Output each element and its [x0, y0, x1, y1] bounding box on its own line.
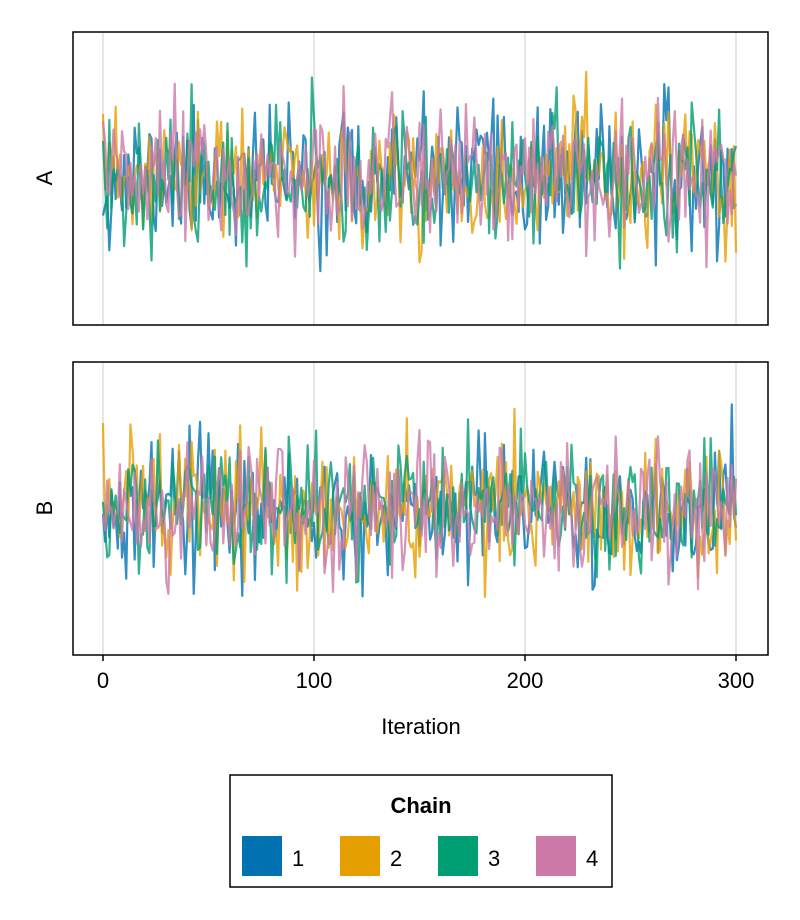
legend-items: 1 2 3 4 — [242, 836, 598, 876]
legend-label-3: 3 — [488, 846, 500, 871]
legend-swatch-3 — [438, 836, 478, 876]
panel-a-trace-chain-4 — [101, 82, 738, 269]
legend-title: Chain — [390, 793, 451, 818]
panel-a-trace-lines — [101, 70, 738, 273]
panel-b-ylabel: B — [32, 501, 57, 516]
panel-a: A — [32, 31, 769, 326]
panel-b-trace-lines — [101, 403, 738, 599]
legend-swatch-2 — [340, 836, 380, 876]
legend-swatch-4 — [536, 836, 576, 876]
panel-b: B — [32, 361, 769, 656]
x-axis: 0 100 200 300 — [97, 655, 754, 693]
x-tick-label-100: 100 — [296, 668, 333, 693]
legend-label-4: 4 — [586, 846, 598, 871]
panel-a-frame — [72, 31, 769, 326]
x-tick-label-300: 300 — [718, 668, 755, 693]
x-tick-label-200: 200 — [507, 668, 544, 693]
panel-b-trace-chain-4 — [101, 429, 738, 596]
x-tick-label-0: 0 — [97, 668, 109, 693]
panel-a-trace-chain-3 — [101, 76, 738, 270]
panel-b-trace-chain-3 — [101, 418, 738, 585]
panel-a-ylabel: A — [32, 170, 57, 185]
legend: Chain 1 2 3 4 — [229, 774, 613, 888]
legend-label-2: 2 — [390, 846, 402, 871]
legend-label-1: 1 — [292, 846, 304, 871]
x-axis-label: Iteration — [381, 714, 461, 739]
legend-swatch-1 — [242, 836, 282, 876]
panel-b-frame — [72, 361, 769, 656]
